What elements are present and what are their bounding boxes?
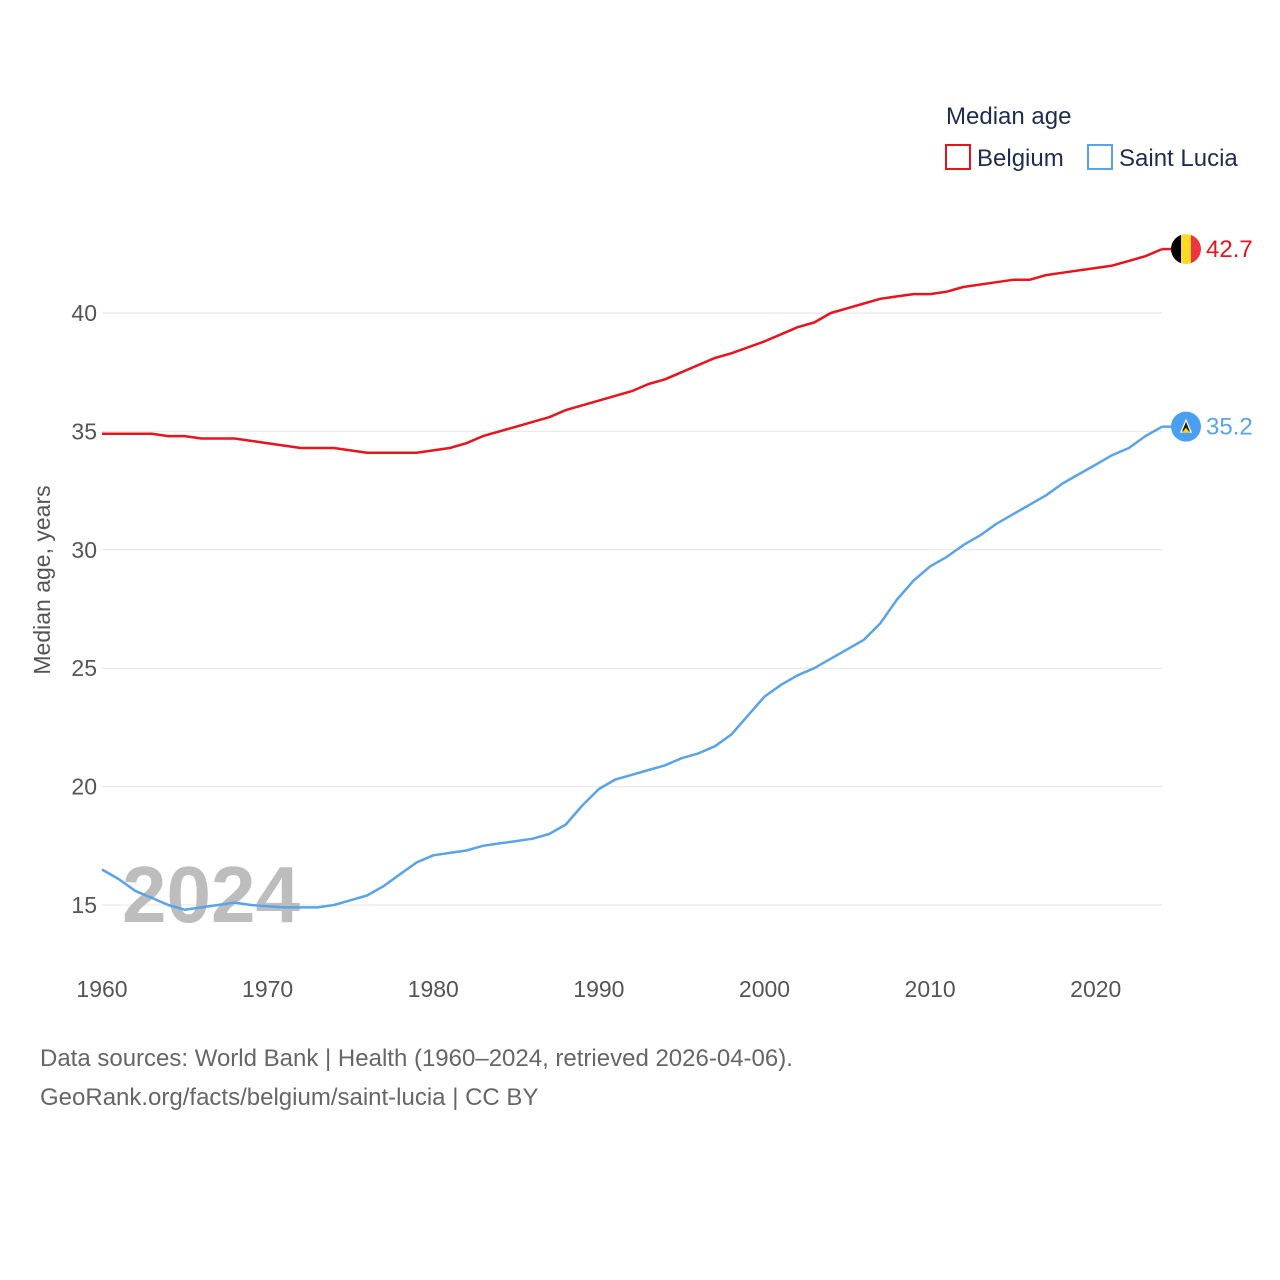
legend-item-saint-lucia[interactable]: Saint Lucia <box>1087 144 1238 172</box>
y-axis-ticks: 15 20 25 30 35 40 <box>71 300 97 918</box>
end-markers: 42.7 35.2 <box>1162 234 1253 442</box>
x-tick-label-1980: 1980 <box>408 976 459 1002</box>
legend-label-belgium: Belgium <box>977 145 1064 172</box>
y-tick-label-35: 35 <box>71 418 97 444</box>
end-value-label-saint-lucia: 35.2 <box>1206 414 1253 441</box>
series-line-saint-lucia <box>101 425 1163 911</box>
belgium-flag-icon <box>1171 234 1201 265</box>
y-tick-label-40: 40 <box>71 300 97 326</box>
y-tick-label-30: 30 <box>71 537 97 563</box>
legend-item-belgium[interactable]: Belgium <box>945 144 1064 172</box>
x-tick-label-1970: 1970 <box>242 976 293 1002</box>
y-tick-label-25: 25 <box>71 655 97 681</box>
x-tick-label-2000: 2000 <box>739 976 790 1002</box>
grid-lines <box>102 312 1162 906</box>
legend-swatch-belgium <box>945 144 971 170</box>
legend-title: Median age <box>946 103 1071 130</box>
x-tick-label-2010: 2010 <box>905 976 956 1002</box>
y-tick-label-15: 15 <box>71 892 97 918</box>
footer-sources: Data sources: World Bank | Health (1960–… <box>40 1045 793 1072</box>
footer-attribution[interactable]: GeoRank.org/facts/belgium/saint-lucia | … <box>40 1084 539 1111</box>
x-tick-label-1990: 1990 <box>573 976 624 1002</box>
x-tick-label-1960: 1960 <box>76 976 127 1002</box>
legend-label-saint-lucia: Saint Lucia <box>1119 145 1238 172</box>
x-axis-ticks: 1960 1970 1980 1990 2000 2010 2020 <box>76 976 1121 1002</box>
legend-swatch-saint-lucia <box>1087 144 1113 170</box>
x-tick-label-2020: 2020 <box>1070 976 1121 1002</box>
y-tick-label-20: 20 <box>71 774 97 800</box>
y-axis-title: Median age, years <box>29 485 55 674</box>
year-watermark: 2024 <box>122 850 300 939</box>
legend: Median age Belgium Saint Lucia <box>945 103 1238 172</box>
series-line-belgium <box>102 247 1163 454</box>
series-layer <box>101 247 1163 911</box>
saint-lucia-flag-icon <box>1171 411 1201 442</box>
end-value-label-belgium: 42.7 <box>1206 236 1253 263</box>
